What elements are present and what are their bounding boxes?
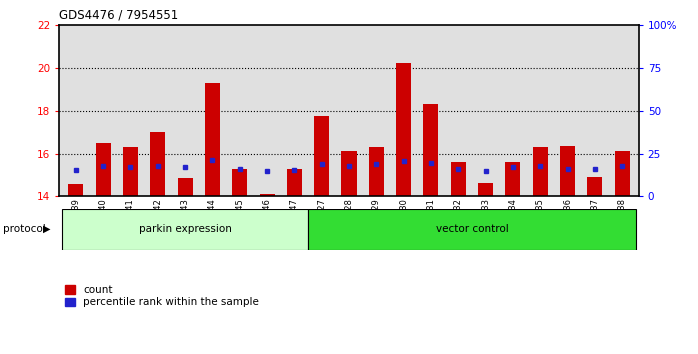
Bar — [150, 132, 165, 196]
Bar — [424, 104, 438, 196]
Bar — [478, 183, 493, 196]
Bar — [287, 169, 302, 196]
Text: ▶: ▶ — [43, 224, 51, 234]
Text: GDS4476 / 7954551: GDS4476 / 7954551 — [59, 9, 179, 22]
Bar — [260, 194, 274, 196]
Bar — [341, 152, 357, 196]
Bar — [314, 116, 329, 196]
Bar — [68, 184, 83, 196]
Bar — [123, 147, 138, 196]
Bar — [205, 83, 220, 196]
Text: protocol: protocol — [3, 224, 46, 234]
Bar — [560, 146, 575, 196]
Bar — [588, 177, 602, 196]
Bar — [96, 143, 110, 196]
Bar — [451, 162, 466, 196]
Legend: count, percentile rank within the sample: count, percentile rank within the sample — [64, 285, 259, 308]
Bar — [369, 147, 384, 196]
Bar — [615, 152, 630, 196]
FancyBboxPatch shape — [62, 209, 308, 250]
Bar — [232, 169, 247, 196]
Bar — [396, 63, 411, 196]
Text: vector control: vector control — [436, 224, 508, 234]
Text: parkin expression: parkin expression — [139, 224, 232, 234]
FancyBboxPatch shape — [308, 209, 636, 250]
Bar — [505, 162, 521, 196]
Bar — [533, 147, 548, 196]
Bar — [177, 178, 193, 196]
